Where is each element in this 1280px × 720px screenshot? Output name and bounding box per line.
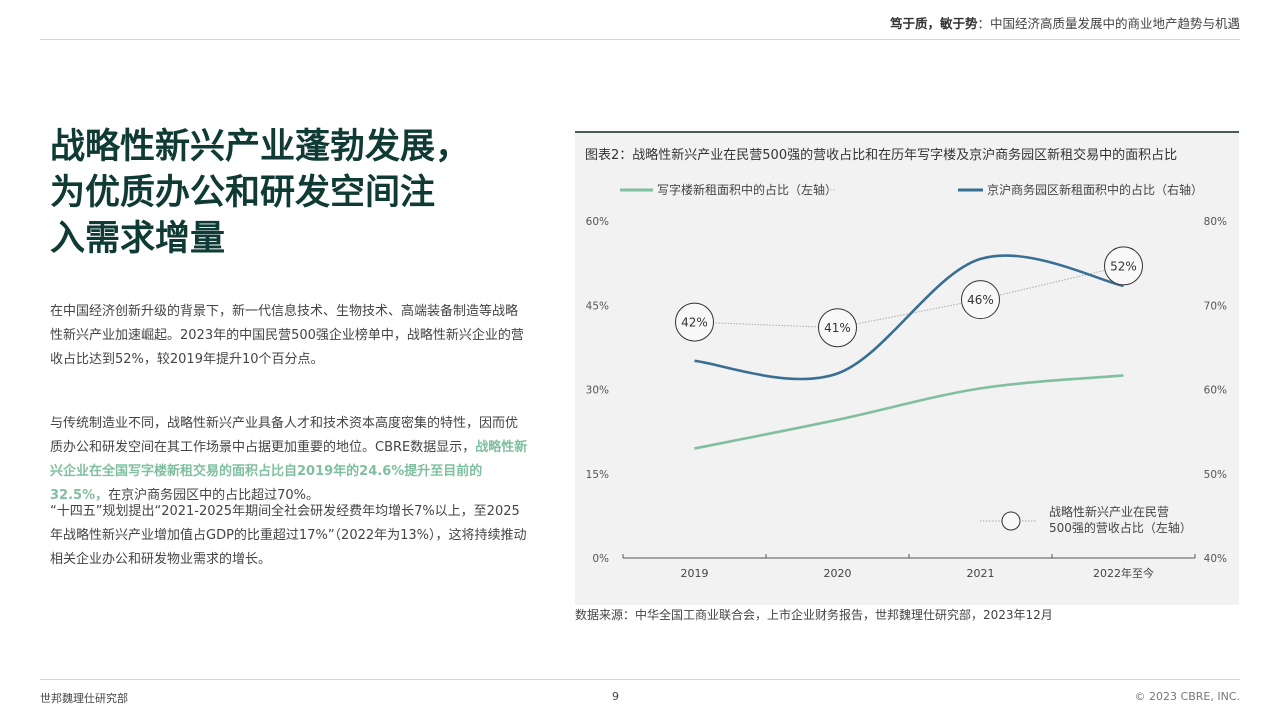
footer-org: 世邦魏理仕研究部 bbox=[40, 692, 128, 705]
paragraph-2-end: 在京沪商务园区中的占比超过70%。 bbox=[108, 488, 320, 503]
right-axis-tick: 60% bbox=[1204, 385, 1227, 397]
paragraph-2-highlight: 战略性新兴企业在全国写字楼新租交易的面积占比自2019年的24.6%提升至目前的… bbox=[50, 440, 528, 503]
bubble-legend-symbol bbox=[1001, 511, 1021, 531]
revenue-share-label: 42% bbox=[681, 316, 708, 330]
right-axis-tick: 50% bbox=[1204, 469, 1227, 481]
legend-label-office: 写字楼新租面积中的占比（左轴） bbox=[657, 182, 837, 197]
right-axis-tick: 70% bbox=[1204, 300, 1227, 312]
page-number: 9 bbox=[612, 690, 619, 703]
paragraph-2-intro: 与传统制造业不同，战略性新兴产业具备人才和技术资本高度密集的特性，因而优质办公和… bbox=[50, 416, 519, 455]
series-line-park bbox=[694, 254, 1124, 381]
title-line-3: 入需求增量 bbox=[50, 218, 226, 259]
revenue-share-bubble bbox=[818, 308, 857, 348]
bubble-legend-line-2: 500强的营收占比（左轴） bbox=[1049, 520, 1192, 535]
legend-label-park: 京沪商务园区新租面积中的占比（右轴） bbox=[987, 182, 1203, 197]
chart-svg: 图表2：战略性新兴产业在民营500强的营收占比和在历年写字楼及京沪商务园区新租交… bbox=[585, 147, 1227, 580]
left-axis-tick: 15% bbox=[586, 469, 609, 481]
left-axis-tick: 45% bbox=[586, 300, 609, 312]
left-axis-tick: 0% bbox=[592, 553, 609, 565]
paragraph-2: 与传统制造业不同，战略性新兴产业具备人才和技术资本高度密集的特性，因而优质办公和… bbox=[50, 412, 530, 508]
data-source: 数据来源：中华全国工商业联合会，上市企业财务报告，世邦魏理仕研究部，2023年1… bbox=[575, 608, 1053, 622]
page-title: 战略性新兴产业蓬勃发展， 为优质办公和研发空间注 入需求增量 bbox=[50, 124, 520, 262]
chart-title: 图表2：战略性新兴产业在民营500强的营收占比和在历年写字楼及京沪商务园区新租交… bbox=[585, 147, 1177, 163]
revenue-share-connector bbox=[694, 265, 1124, 329]
x-axis-label: 2019 bbox=[681, 567, 709, 580]
revenue-share-label: 46% bbox=[967, 293, 994, 307]
title-line-2: 为优质办公和研发空间注 bbox=[50, 172, 436, 213]
x-axis-label: 2022年至今 bbox=[1093, 566, 1154, 580]
x-axis-label: 2021 bbox=[967, 567, 995, 580]
title-line-1: 战略性新兴产业蓬勃发展， bbox=[50, 126, 471, 167]
header-subtitle: 中国经济高质量发展中的商业地产趋势与机遇 bbox=[989, 16, 1240, 31]
right-axis-tick: 80% bbox=[1204, 216, 1227, 228]
header-bold: 笃于质，敏于势 bbox=[889, 16, 978, 31]
report-header: 笃于质，敏于势：中国经济高质量发展中的商业地产趋势与机遇 bbox=[890, 13, 1240, 32]
top-divider bbox=[40, 39, 1240, 40]
paragraph-3: “十四五”规划提出“2021-2025年期间全社会研发经费年均增长7%以上，至2… bbox=[50, 504, 527, 567]
paragraph-1: 在中国经济创新升级的背景下，新一代信息技术、生物技术、高端装备制造等战略性新兴产… bbox=[50, 304, 524, 367]
header-sep: ： bbox=[977, 16, 990, 31]
bottom-divider bbox=[40, 679, 1240, 680]
revenue-share-bubble bbox=[1104, 246, 1143, 286]
series-line-office bbox=[694, 374, 1124, 450]
x-axis-label: 2020 bbox=[824, 567, 852, 580]
chart-panel: 图表2：战略性新兴产业在民营500强的营收占比和在历年写字楼及京沪商务园区新租交… bbox=[575, 131, 1239, 605]
bubble-legend-line-1: 战略性新兴产业在民营 bbox=[1049, 504, 1169, 519]
revenue-share-bubble bbox=[961, 280, 1000, 320]
revenue-share-bubble bbox=[675, 302, 714, 342]
revenue-share-label: 52% bbox=[1110, 259, 1137, 273]
left-axis-tick: 30% bbox=[586, 385, 609, 397]
right-axis-tick: 40% bbox=[1204, 553, 1227, 565]
revenue-share-label: 41% bbox=[824, 321, 851, 335]
copyright: © 2023 CBRE, INC. bbox=[1134, 690, 1240, 703]
left-axis-tick: 60% bbox=[586, 216, 609, 228]
